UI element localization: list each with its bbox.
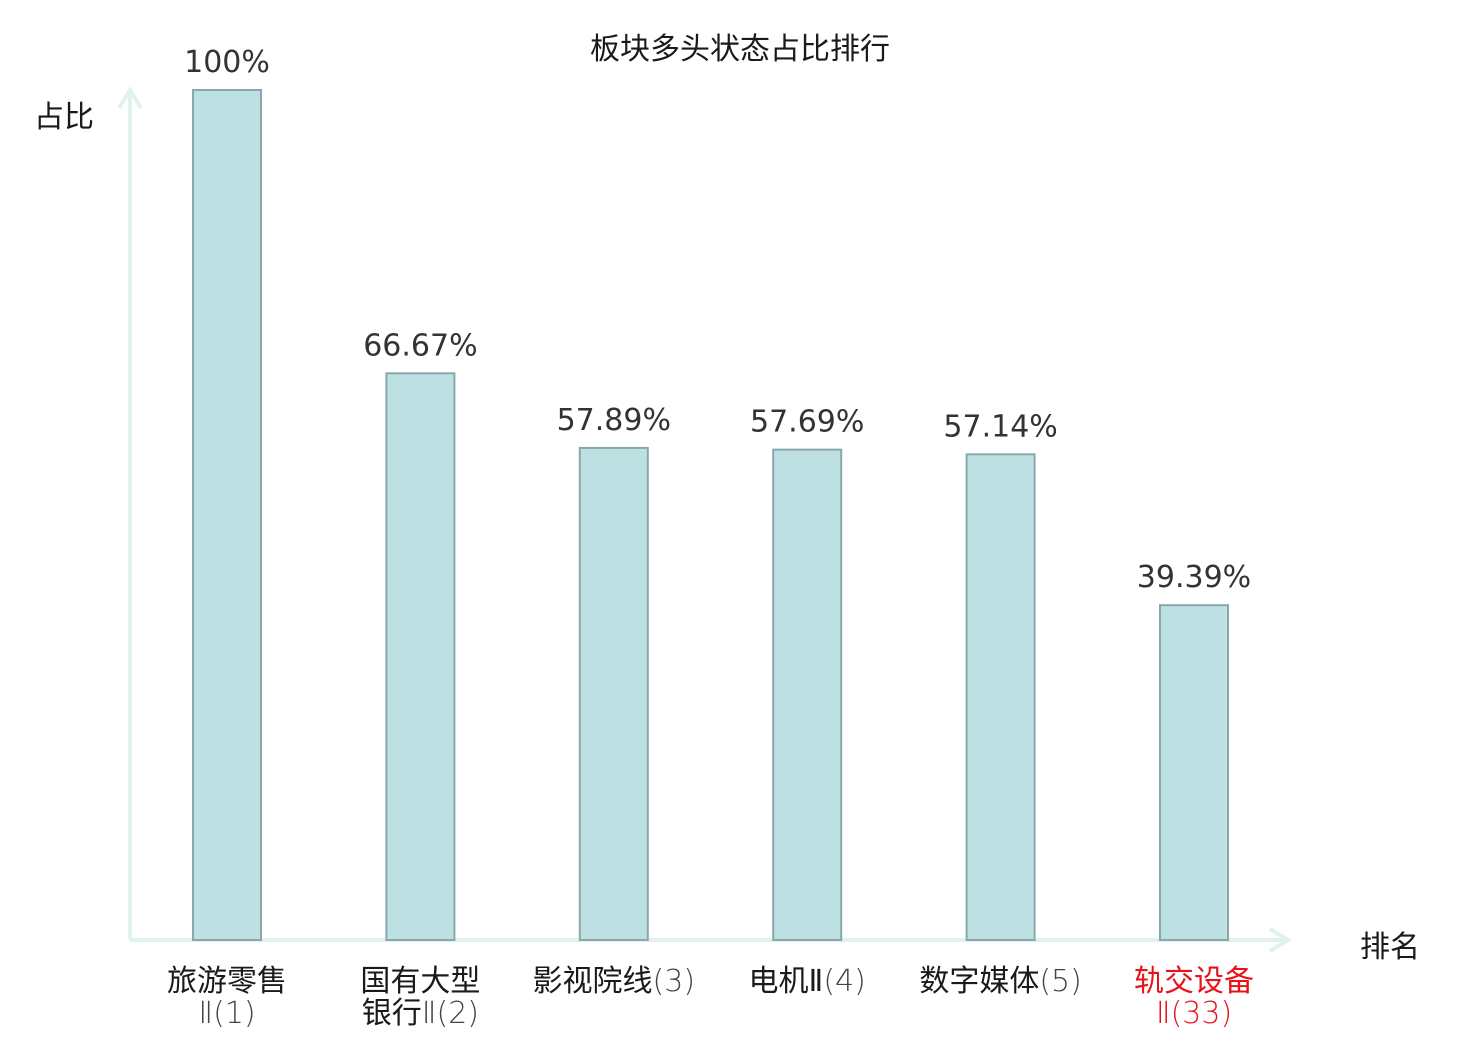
y-axis-label: 占比 <box>34 100 94 135</box>
category-label-line1: 电机Ⅱ(4) <box>748 964 866 999</box>
bar-4 <box>772 448 843 941</box>
category-label-line1: 影视院线(3) <box>532 964 696 999</box>
x-axis-label: 排名 <box>1360 930 1420 965</box>
axes <box>117 86 1292 953</box>
category-label-3: 影视院线(3) <box>514 966 714 998</box>
category-label-line1: 数字媒体(5) <box>919 964 1082 999</box>
bars-group <box>192 89 1229 941</box>
category-label-line2: Ⅱ(33) <box>1155 996 1233 1031</box>
category-label-line2: 银行Ⅱ(2) <box>361 996 480 1031</box>
chart-title: 板块多头状态占比排行 <box>590 32 890 67</box>
category-label-line1: 旅游零售 <box>167 964 287 999</box>
value-label-5: 57.14% <box>943 409 1057 444</box>
category-label-line1: 国有大型 <box>360 964 481 999</box>
value-label-3: 57.89% <box>557 403 671 438</box>
category-label-4: 电机Ⅱ(4) <box>707 966 907 998</box>
value-label-2: 66.67% <box>363 328 477 363</box>
bar-5 <box>965 453 1036 941</box>
bar-3 <box>578 446 649 941</box>
y-axis-arrow <box>117 86 143 110</box>
x-axis-arrow <box>1268 927 1292 953</box>
value-label-6: 39.39% <box>1137 560 1251 595</box>
bar-1 <box>192 89 262 941</box>
value-label-1: 100% <box>184 45 270 80</box>
category-label-1: 旅游零售 Ⅱ(1) <box>127 966 327 1030</box>
category-label-5: 数字媒体(5) <box>901 966 1101 998</box>
bar-6 <box>1159 604 1229 941</box>
bar-2 <box>385 372 456 941</box>
category-label-line1: 轨交设备 <box>1134 964 1254 999</box>
category-label-2: 国有大型 银行Ⅱ(2) <box>320 966 520 1030</box>
category-label-line2: Ⅱ(1) <box>198 996 256 1031</box>
value-labels-group: 100% 66.67% 57.89% 57.69% 57.14% 39.39% <box>184 45 1251 595</box>
category-label-6: 轨交设备 Ⅱ(33) <box>1094 966 1294 1030</box>
value-label-4: 57.69% <box>750 405 864 440</box>
